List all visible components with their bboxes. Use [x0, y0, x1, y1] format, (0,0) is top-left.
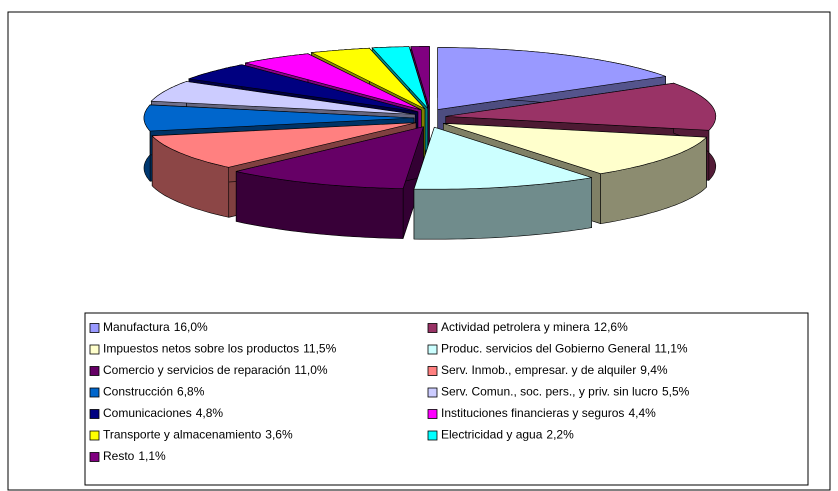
slice-top — [187, 64, 418, 113]
legend-swatch — [89, 323, 100, 333]
legend-name: Instituciones financieras y seguros — [441, 406, 624, 420]
legend-label: Electricidad y agua 2,2% — [441, 428, 574, 442]
slice-top — [443, 123, 708, 175]
legend-swatch — [427, 366, 438, 376]
legend-value: 1,1% — [138, 449, 166, 463]
legend-swatch — [427, 430, 438, 441]
legend-label: Comunicaciones 4,8% — [103, 406, 223, 420]
legend-name: Comercio y servicios de reparación — [103, 363, 290, 377]
legend-label: Serv. Comun., soc. pers., y priv. sin lu… — [441, 385, 690, 399]
legend-label: Produc. servicios del Gobierno General 11… — [441, 342, 688, 356]
legend-value: 11,1% — [654, 342, 687, 356]
legend-label: Resto 1,1% — [103, 449, 166, 463]
legend-label: Impuestos netos sobre los productos 11,5% — [103, 342, 337, 356]
slice-top — [143, 104, 415, 132]
slice-top — [437, 47, 666, 110]
legend-name: Serv. Inmob., empresar. y de alquiler — [441, 363, 636, 377]
slice-top — [236, 126, 424, 189]
slice-top — [445, 82, 717, 131]
slice-top — [413, 126, 592, 190]
legend-swatch — [427, 409, 438, 419]
legend-swatch — [89, 430, 100, 441]
legend-swatch — [89, 409, 100, 419]
legend-name: Impuestos netos sobre los productos — [103, 342, 299, 356]
legend-name: Produc. servicios del Gobierno General — [441, 342, 650, 356]
legend-label: Manufactura 16,0% — [103, 320, 208, 334]
legend-value: 12,6% — [594, 320, 628, 334]
legend-value: 11,5% — [303, 342, 336, 356]
legend-value: 16,0% — [174, 320, 208, 334]
legend-value: 9,4% — [640, 363, 668, 377]
legend-value: 3,6% — [265, 428, 293, 442]
slice-top — [371, 46, 429, 109]
legend-swatch — [89, 344, 100, 355]
slice-top — [150, 81, 416, 115]
legend-value: 6,8% — [177, 385, 205, 399]
legend-box — [84, 312, 809, 486]
legend-name: Serv. Comun., soc. pers., y priv. sin lu… — [441, 385, 658, 399]
legend-name: Construcción — [103, 385, 173, 399]
slice-top — [151, 122, 417, 168]
slice — [413, 126, 592, 240]
legend-label: Construcción 6,8% — [103, 385, 205, 399]
legend-swatch — [89, 387, 100, 398]
legend-name: Transporte y almacenamiento — [103, 428, 262, 442]
legend-name: Actividad petrolera y minera — [441, 320, 590, 334]
legend-label: Transporte y almacenamiento 3,6% — [103, 428, 293, 442]
legend-value: 5,5% — [662, 385, 690, 399]
legend-value: 4,4% — [628, 406, 656, 420]
legend-name: Comunicaciones — [103, 406, 192, 420]
legend-label: Serv. Inmob., empresar. y de alquiler 9,4… — [441, 363, 668, 377]
legend-value: 11,0% — [294, 363, 327, 377]
legend-name: Resto — [103, 449, 135, 463]
slice — [235, 126, 424, 239]
legend-value: 4,8% — [196, 406, 224, 420]
legend-label: Comercio y servicios de reparación 11,0% — [103, 363, 328, 377]
legend-swatch — [89, 452, 100, 462]
legend-name: Electricidad y agua — [441, 428, 543, 442]
legend-label: Actividad petrolera y minera 12,6% — [441, 320, 628, 334]
legend-swatch — [427, 323, 438, 333]
slice-top — [245, 53, 422, 111]
legend-name: Manufactura — [103, 320, 170, 334]
legend-swatch — [427, 344, 438, 355]
legend-label: Instituciones financieras y seguros 4,4% — [441, 406, 656, 420]
legend-swatch — [427, 387, 438, 398]
slice-top — [310, 47, 426, 110]
legend-swatch — [89, 366, 100, 376]
legend-value: 2,2% — [546, 428, 574, 442]
slice-top — [410, 46, 430, 109]
